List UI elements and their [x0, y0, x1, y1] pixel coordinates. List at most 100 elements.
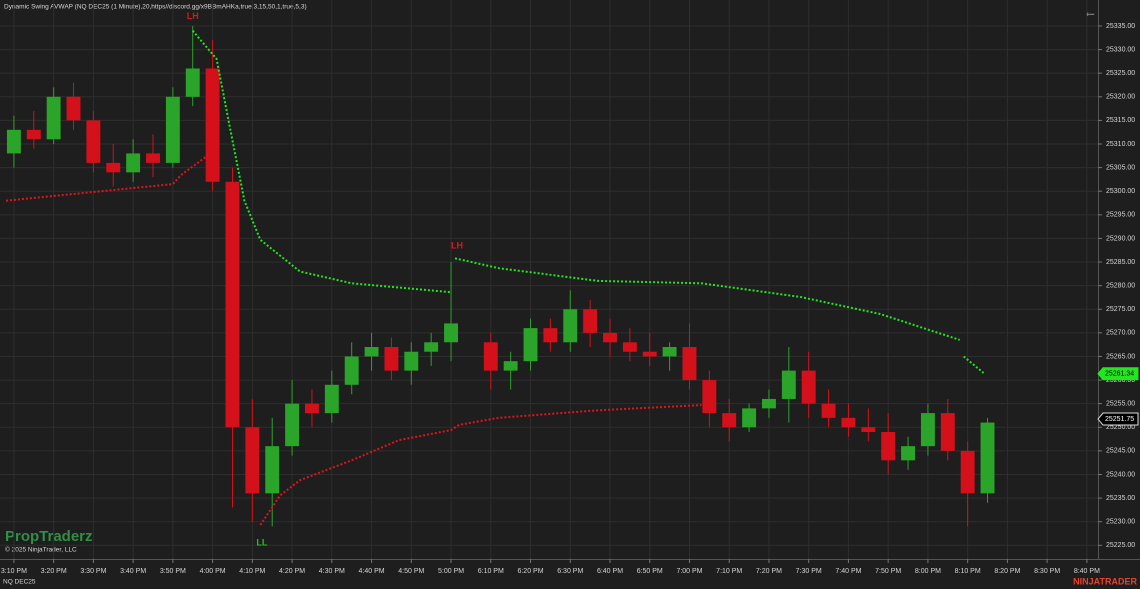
copyright: © 2025 NinjaTrader, LLC	[5, 546, 77, 554]
x-tick-label: 6:30 PM	[557, 568, 583, 575]
candle-body	[225, 181, 240, 428]
candle-body	[444, 323, 458, 343]
candle-body	[543, 328, 558, 343]
x-tick-label: 7:30 PM	[796, 568, 822, 575]
chart-title: Dynamic Swing AVWAP (NQ DEC25 (1 Minute)…	[4, 4, 307, 11]
candle-body	[841, 417, 856, 428]
y-tick-label: 25230.00	[1106, 519, 1135, 526]
candle-body	[523, 328, 538, 362]
price-marker	[1097, 367, 1139, 381]
swing-label: LL	[256, 537, 267, 547]
candle-body	[6, 129, 21, 154]
y-tick-label: 25255.00	[1106, 401, 1135, 408]
y-tick-label: 25275.00	[1106, 306, 1135, 313]
candle-body	[762, 398, 776, 409]
candle-body	[662, 347, 677, 357]
candle-body	[66, 96, 81, 121]
candle-body	[305, 403, 319, 414]
candle-body	[285, 403, 300, 447]
price-marker	[1097, 412, 1139, 426]
price-marker-label: 25261.34	[1105, 371, 1134, 378]
x-tick-label: 7:50 PM	[875, 568, 901, 575]
avwap-line	[5, 154, 702, 526]
x-tick-label: 4:30 PM	[319, 568, 345, 575]
x-tick-label: 6:10 PM	[478, 568, 504, 575]
y-tick-label: 25240.00	[1106, 471, 1135, 478]
candle-body	[483, 342, 498, 371]
candle-body	[682, 347, 697, 381]
x-tick-label: 4:40 PM	[359, 568, 385, 575]
candle-body	[583, 309, 598, 333]
candle-body	[940, 413, 955, 451]
x-tick-label: 7:00 PM	[676, 568, 702, 575]
watermark: PropTraderz	[5, 528, 93, 545]
brand: NINJATRADER	[1073, 576, 1137, 586]
candle-body	[702, 380, 717, 414]
x-tick-label: 6:40 PM	[597, 568, 623, 575]
y-tick-label: 25290.00	[1106, 235, 1135, 242]
candle-body	[563, 309, 578, 343]
y-tick-label: 25330.00	[1106, 46, 1135, 53]
candle-body	[424, 342, 439, 352]
y-tick-label: 25305.00	[1106, 164, 1135, 171]
candle-body	[404, 351, 419, 371]
y-tick-label: 25235.00	[1106, 495, 1135, 502]
back-arrow[interactable]: ←	[1083, 4, 1097, 20]
y-tick-label: 25260.00	[1106, 377, 1135, 384]
x-tick-label: 7:40 PM	[835, 568, 861, 575]
candle-body	[642, 351, 657, 357]
candle-body	[205, 68, 220, 182]
x-tick-label: 8:20 PM	[994, 568, 1020, 575]
candle-body	[801, 370, 816, 404]
avwap-line	[191, 30, 985, 374]
x-tick-label: 8:00 PM	[915, 568, 941, 575]
y-tick-label: 25245.00	[1106, 448, 1135, 455]
instrument-label: NQ DEC25	[3, 579, 36, 586]
x-tick-label: 4:10 PM	[239, 568, 265, 575]
candle-body	[980, 422, 995, 494]
swing-label: LH	[187, 11, 199, 21]
candle-body	[861, 427, 876, 432]
y-tick-label: 25310.00	[1106, 141, 1135, 148]
y-tick-label: 25250.00	[1106, 424, 1135, 431]
candle-body	[881, 431, 896, 461]
candle-body	[920, 413, 935, 447]
swing-label: LH	[451, 240, 463, 250]
y-tick-label: 25265.00	[1106, 353, 1135, 360]
candle-body	[344, 356, 359, 385]
candle-body	[126, 153, 141, 173]
candle-body	[821, 403, 836, 418]
x-tick-label: 4:50 PM	[398, 568, 424, 575]
candle-body	[901, 446, 915, 461]
candle-body	[781, 370, 796, 399]
candle-body	[503, 361, 518, 371]
candle-body	[722, 413, 737, 428]
x-tick-label: 8:40 PM	[1074, 568, 1100, 575]
x-tick-label: 3:50 PM	[160, 568, 186, 575]
y-tick-label: 25315.00	[1106, 117, 1135, 124]
y-tick-label: 25320.00	[1106, 94, 1135, 101]
candle-body	[384, 347, 399, 371]
candle-body	[26, 129, 41, 140]
candle-body	[603, 332, 617, 343]
x-tick-label: 7:20 PM	[756, 568, 782, 575]
x-tick-label: 7:10 PM	[716, 568, 742, 575]
x-tick-label: 3:30 PM	[80, 568, 106, 575]
y-tick-label: 25335.00	[1106, 23, 1135, 30]
price-marker-label: 25251.75	[1105, 416, 1134, 423]
candle-body	[364, 347, 379, 357]
candle-body	[324, 384, 339, 414]
x-tick-label: 3:20 PM	[41, 568, 67, 575]
candle-body	[86, 120, 101, 163]
candle-body	[245, 427, 260, 494]
x-tick-label: 6:20 PM	[517, 568, 543, 575]
y-tick-label: 25270.00	[1106, 330, 1135, 337]
candle-body	[960, 450, 975, 494]
candle-body	[742, 408, 757, 428]
x-tick-label: 3:40 PM	[120, 568, 146, 575]
candle-body	[106, 162, 121, 173]
candle-body	[146, 153, 160, 163]
candle-body	[622, 342, 637, 352]
candle-body	[46, 96, 61, 140]
